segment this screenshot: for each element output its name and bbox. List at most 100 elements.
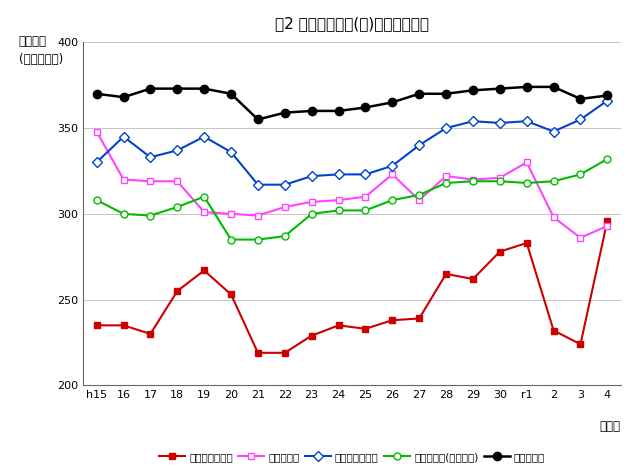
大型貨物運転者 <box>200 134 208 140</box>
タクシー運転者 <box>200 267 208 273</box>
タクシー運転者 <box>281 350 289 356</box>
バス運転者 <box>604 223 611 229</box>
大型貨物運転者 <box>604 98 611 103</box>
大型貨物運転者 <box>308 173 316 179</box>
貨物運転者(大型除く) <box>254 237 262 243</box>
全産業平均 <box>577 96 584 102</box>
タクシー運転者 <box>577 341 584 347</box>
全産業平均 <box>523 84 531 90</box>
バス運転者 <box>254 213 262 219</box>
貨物運転者(大型除く) <box>147 213 154 219</box>
バス運転者 <box>362 194 369 199</box>
Text: 調査年: 調査年 <box>600 420 621 433</box>
タクシー運転者 <box>550 328 557 333</box>
バス運転者 <box>308 199 316 204</box>
大型貨物運転者 <box>442 125 450 131</box>
貨物運転者(大型除く) <box>308 211 316 217</box>
バス運転者 <box>550 214 557 220</box>
全産業平均 <box>415 91 423 97</box>
タクシー運転者 <box>362 326 369 332</box>
全産業平均 <box>227 91 235 97</box>
大型貨物運転者 <box>362 172 369 177</box>
大型貨物運転者 <box>254 182 262 188</box>
全産業平均 <box>200 86 208 92</box>
全産業平均 <box>388 100 396 105</box>
Line: バス運転者: バス運転者 <box>93 128 611 241</box>
貨物運転者(大型除く) <box>173 204 181 210</box>
バス運転者 <box>147 179 154 184</box>
貨物運転者(大型除く) <box>120 211 127 217</box>
全産業平均 <box>335 108 342 114</box>
全産業平均 <box>93 91 100 97</box>
バス運転者 <box>200 209 208 215</box>
バス運転者 <box>227 211 235 217</box>
貨物運転者(大型除く) <box>93 197 100 203</box>
Title: 図2 自動車運転者(男)の賃金の推移: 図2 自動車運転者(男)の賃金の推移 <box>275 16 429 31</box>
バス運転者 <box>93 129 100 134</box>
タクシー運転者 <box>147 331 154 337</box>
バス運転者 <box>173 179 181 184</box>
タクシー運転者 <box>442 271 450 277</box>
全産業平均 <box>173 86 181 92</box>
大型貨物運転者 <box>469 118 477 124</box>
全産業平均 <box>254 117 262 122</box>
大型貨物運転者 <box>577 117 584 122</box>
タクシー運転者 <box>496 249 504 254</box>
バス運転者 <box>496 175 504 180</box>
大型貨物運転者 <box>93 160 100 165</box>
貨物運転者(大型除く) <box>604 156 611 162</box>
全産業平均 <box>550 84 557 90</box>
大型貨物運転者 <box>173 148 181 153</box>
全産業平均 <box>469 87 477 93</box>
大型貨物運転者 <box>415 142 423 148</box>
タクシー運転者 <box>469 276 477 282</box>
全産業平均 <box>147 86 154 92</box>
タクシー運転者 <box>335 322 342 328</box>
Legend: タクシー運転者, バス運転者, 大型貨物運転者, 貨物運転者(大型除く), 全産業平均: タクシー運転者, バス運転者, 大型貨物運転者, 貨物運転者(大型除く), 全産… <box>155 447 549 466</box>
大型貨物運転者 <box>496 120 504 126</box>
バス運転者 <box>388 172 396 177</box>
貨物運転者(大型除く) <box>415 192 423 198</box>
全産業平均 <box>362 105 369 110</box>
バス運転者 <box>442 173 450 179</box>
大型貨物運転者 <box>388 163 396 169</box>
全産業平均 <box>308 108 316 114</box>
貨物運転者(大型除く) <box>335 208 342 213</box>
全産業平均 <box>281 110 289 116</box>
タクシー運転者 <box>415 316 423 321</box>
大型貨物運転者 <box>523 118 531 124</box>
貨物運転者(大型除く) <box>362 208 369 213</box>
貨物運転者(大型除く) <box>523 180 531 186</box>
貨物運転者(大型除く) <box>227 237 235 243</box>
貨物運転者(大型除く) <box>469 179 477 184</box>
貨物運転者(大型除く) <box>442 180 450 186</box>
タクシー運転者 <box>120 322 127 328</box>
全産業平均 <box>496 86 504 92</box>
タクシー運転者 <box>173 288 181 294</box>
貨物運転者(大型除く) <box>281 233 289 239</box>
Text: 月間給与: 月間給与 <box>19 35 47 48</box>
タクシー運転者 <box>227 292 235 298</box>
大型貨物運転者 <box>550 129 557 134</box>
貨物運転者(大型除く) <box>550 179 557 184</box>
バス運転者 <box>469 177 477 182</box>
Line: 貨物運転者(大型除く): 貨物運転者(大型除く) <box>93 156 611 243</box>
貨物運転者(大型除く) <box>200 194 208 199</box>
Line: タクシー運転者: タクシー運転者 <box>93 217 611 356</box>
貨物運転者(大型除く) <box>577 172 584 177</box>
タクシー運転者 <box>308 333 316 338</box>
大型貨物運転者 <box>147 155 154 160</box>
全産業平均 <box>604 93 611 98</box>
貨物運転者(大型除く) <box>496 179 504 184</box>
Text: (単位：千円): (単位：千円) <box>19 53 63 66</box>
大型貨物運転者 <box>281 182 289 188</box>
大型貨物運転者 <box>120 134 127 140</box>
タクシー運転者 <box>604 218 611 224</box>
バス運転者 <box>281 204 289 210</box>
バス運転者 <box>577 235 584 241</box>
バス運転者 <box>120 177 127 182</box>
全産業平均 <box>442 91 450 97</box>
バス運転者 <box>415 197 423 203</box>
バス運転者 <box>335 197 342 203</box>
バス運転者 <box>523 160 531 165</box>
